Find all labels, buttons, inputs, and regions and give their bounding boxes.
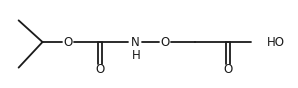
Text: HO: HO: [266, 36, 285, 48]
Text: N: N: [131, 36, 139, 48]
Text: O: O: [64, 36, 73, 48]
Text: O: O: [223, 63, 232, 76]
Text: O: O: [160, 36, 170, 48]
Text: H: H: [132, 49, 140, 62]
Text: O: O: [96, 63, 105, 76]
